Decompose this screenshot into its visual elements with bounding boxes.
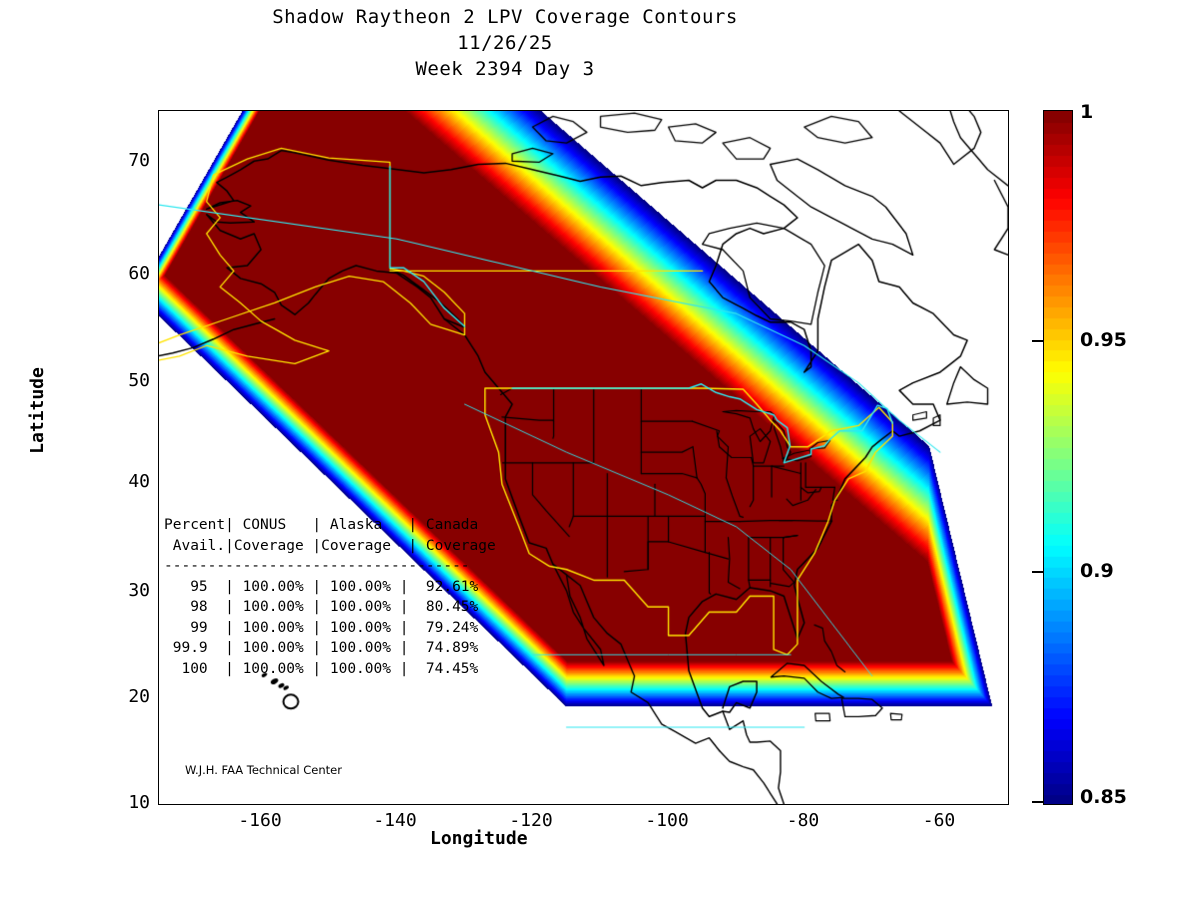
y-tick-60: 60 <box>128 263 150 284</box>
y-tick-30: 30 <box>128 580 150 601</box>
title-line-1: Shadow Raytheon 2 LPV Coverage Contours <box>272 6 738 28</box>
title-line-2: 11/26/25 <box>457 32 553 54</box>
stats-header-row-2: Avail.|Coverage |Coverage | Coverage <box>164 537 496 554</box>
stats-data-row: 98 | 100.00% | 100.00% | 80.45% <box>164 599 479 615</box>
x-tick-m80: -80 <box>786 810 820 831</box>
colorbar-tickmark-095 <box>1032 340 1043 342</box>
stats-data-row: 100 | 100.00% | 100.00% | 74.45% <box>164 660 479 677</box>
y-axis-label: Latitude <box>26 367 48 454</box>
y-tick-50: 50 <box>128 370 150 391</box>
title-line-3: Week 2394 Day 3 <box>415 58 595 80</box>
stats-data-row: 95 | 100.00% | 100.00% | 92.61% <box>164 578 479 595</box>
x-tick-m100: -100 <box>645 810 689 831</box>
coverage-map-plot: Percent| CONUS | Alaska | Canada Avail.|… <box>158 110 1009 805</box>
x-tick-m160: -160 <box>238 810 282 831</box>
stats-rule: ----------------------------------- <box>164 558 470 574</box>
y-tick-10: 10 <box>128 792 150 813</box>
y-tick-20: 20 <box>128 686 150 707</box>
colorbar-tick-095: 0.95 <box>1080 329 1127 351</box>
colorbar-tick-09: 0.9 <box>1080 560 1114 582</box>
coverage-stats-table: Percent| CONUS | Alaska | Canada Avail.|… <box>164 515 496 679</box>
stats-header-row-1: Percent| CONUS | Alaska | Canada <box>164 517 479 533</box>
colorbar-tick-085: 0.85 <box>1080 786 1127 808</box>
colorbar-tickmark-09 <box>1032 571 1043 573</box>
colorbar-tickmark-085 <box>1032 801 1043 803</box>
coverage-contour-canvas <box>159 111 1008 804</box>
colorbar-gradient <box>1044 111 1072 804</box>
colorbar-tick-1: 1 <box>1080 101 1094 123</box>
colorbar <box>1043 110 1073 805</box>
x-tick-m140: -140 <box>373 810 417 831</box>
x-tick-m120: -120 <box>509 810 553 831</box>
credits-line-1: W.J.H. FAA Technical Center <box>185 763 342 777</box>
y-tick-70: 70 <box>128 150 150 171</box>
chart-title: Shadow Raytheon 2 LPV Coverage Contours … <box>0 4 1010 82</box>
stats-data-row: 99.9 | 100.00% | 100.00% | 74.89% <box>164 640 479 656</box>
stats-data-row: 99 | 100.00% | 100.00% | 79.24% <box>164 619 479 636</box>
y-tick-40: 40 <box>128 471 150 492</box>
x-axis-label: Longitude <box>430 828 528 849</box>
x-tick-m60: -60 <box>922 810 956 831</box>
credits-text: W.J.H. FAA Technical Center WAAS Test Te… <box>185 735 342 804</box>
